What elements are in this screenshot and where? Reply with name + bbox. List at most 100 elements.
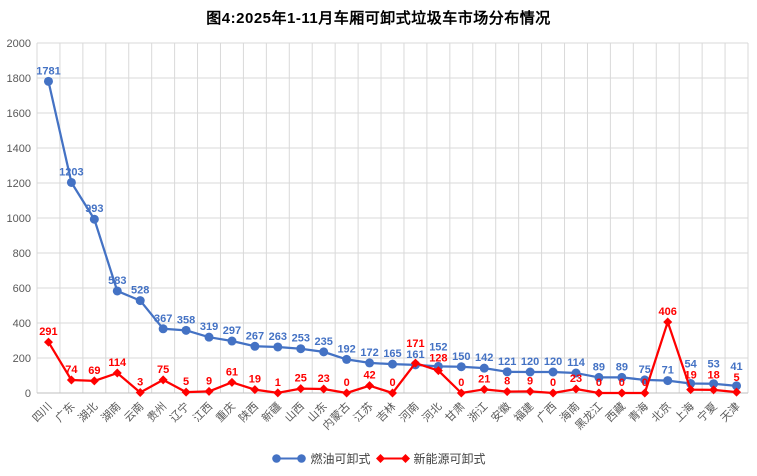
data-point-marker-circle [204,332,214,342]
data-point-marker-circle [525,367,535,377]
data-point-marker-diamond [342,388,352,398]
y-axis-tick-label: 1600 [7,108,31,120]
legend-item-new-energy: 新能源可卸式 [375,450,486,467]
y-axis-tick-label: 600 [13,283,31,295]
y-axis-tick-label: 2000 [7,38,31,50]
data-point-marker-circle [273,342,283,352]
new-energy-data-label: 0 [642,377,648,389]
data-point-marker-circle [594,372,604,382]
x-axis-category-label: 广东 [53,400,78,425]
data-point-marker-diamond [158,375,168,385]
x-axis-category-label: 江苏 [351,400,376,425]
data-point-marker-circle [709,379,719,389]
new-energy-data-label: 171 [406,338,424,350]
y-axis-tick-label: 0 [25,388,31,400]
data-point-marker-diamond [66,375,76,385]
x-axis-category-label: 贵州 [145,400,170,425]
fuel-data-label: 120 [544,356,562,368]
data-point-marker-circle [342,354,352,364]
x-axis-category-label: 安徽 [488,399,513,424]
fuel-data-label: 993 [85,203,103,215]
x-axis-category-label: 湖南 [99,400,124,425]
data-point-marker-diamond [204,386,214,396]
data-point-marker-circle [502,367,512,377]
data-point-marker-diamond [640,388,650,398]
chart-legend: 燃油可卸式 新能源可卸式 [0,450,757,467]
data-point-marker-diamond [548,388,558,398]
new-energy-data-label: 25 [295,373,307,385]
data-point-marker-diamond [250,385,260,395]
fuel-data-label: 152 [429,341,447,353]
x-axis-category-label: 四川 [31,401,55,425]
new-energy-data-label: 5 [183,376,189,388]
fuel-data-label: 235 [315,336,333,348]
y-axis-tick-label: 400 [13,318,31,330]
new-energy-data-label: 74 [65,364,78,376]
data-point-marker-diamond [686,385,696,395]
new-energy-data-label: 69 [88,365,100,377]
fuel-data-label: 172 [360,347,378,359]
x-axis-category-label: 河南 [397,400,422,425]
data-point-marker-diamond [388,388,397,398]
new-energy-data-label: 0 [596,377,602,389]
data-point-marker-diamond [296,384,306,394]
data-point-marker-diamond [479,384,489,394]
new-energy-series-line-diamond-icon [375,454,410,463]
fuel-data-label: 89 [616,361,628,373]
x-axis-category-label: 江西 [190,400,215,425]
data-point-marker-circle [43,76,53,86]
new-energy-data-label: 19 [685,370,697,382]
x-axis-category-label: 上海 [671,399,696,424]
fuel-data-label: 192 [337,343,355,355]
data-point-marker-circle [250,341,260,351]
data-point-marker-diamond [594,388,604,398]
y-axis-tick-label: 1800 [7,73,31,85]
fuel-data-label: 41 [730,361,742,373]
data-point-marker-diamond [410,358,420,368]
fuel-data-label: 297 [223,325,241,337]
fuel-data-label: 121 [498,356,516,368]
x-axis-category-label: 广西 [534,400,559,425]
data-point-marker-circle [296,344,306,354]
new-energy-data-label: 3 [137,376,143,388]
fuel-data-label: 150 [452,351,470,363]
data-point-marker-circle [66,177,76,187]
new-energy-data-label: 5 [733,372,739,384]
fuel-data-label: 267 [246,330,264,342]
new-energy-data-label: 0 [458,377,464,389]
data-point-marker-diamond [732,387,742,397]
y-axis-tick-label: 1000 [7,213,31,225]
x-axis-category-label: 陕西 [236,399,261,424]
x-axis-category-label: 吉林 [373,399,398,424]
fuel-data-label: 54 [685,359,698,371]
x-axis-category-label: 辽宁 [167,399,192,424]
data-point-marker-circle [158,324,168,334]
new-energy-data-label: 9 [206,375,212,387]
data-point-marker-circle [89,214,99,224]
fuel-data-label: 253 [292,333,310,345]
new-energy-data-label: 9 [527,375,533,387]
new-energy-data-label: 1 [275,377,281,389]
chart-title: 图4:2025年1-11月车厢可卸式垃圾车市场分布情况 [206,10,551,27]
x-axis-category-label: 山西 [282,400,307,425]
fuel-data-label: 114 [567,357,586,369]
new-energy-data-label: 0 [619,377,625,389]
x-axis-category-label: 重庆 [213,399,238,424]
x-axis-category-label: 湖北 [76,400,101,425]
new-energy-data-label: 23 [570,373,582,385]
x-axis-category-label: 北京 [648,399,673,424]
x-axis-category-label: 天津 [718,400,743,425]
data-point-marker-diamond [112,368,122,378]
x-axis-category-label: 青海 [625,399,650,424]
data-point-marker-circle [365,358,375,368]
new-energy-data-label: 23 [318,373,330,385]
new-energy-data-label: 128 [429,352,447,364]
new-energy-data-label: 75 [157,364,169,376]
data-point-marker-circle [663,376,673,386]
data-point-marker-circle [617,372,627,382]
data-point-marker-circle [456,362,466,372]
data-point-marker-circle [388,359,397,369]
x-axis-category-label: 西藏 [603,400,628,425]
